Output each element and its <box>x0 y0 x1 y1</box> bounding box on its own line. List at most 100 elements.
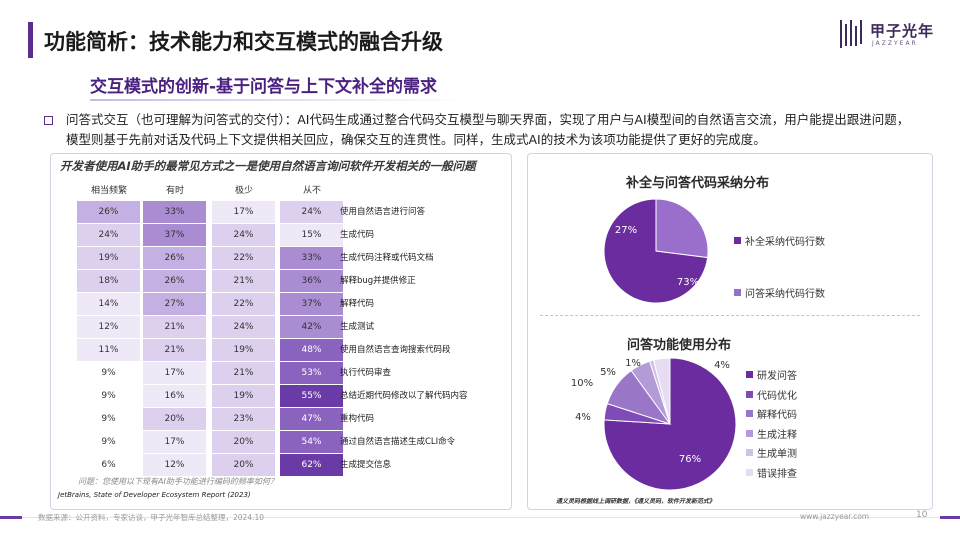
square-bullet-icon <box>44 116 53 125</box>
heatmap-row-label: 使用自然语言查询搜索代码段 <box>340 345 451 355</box>
heatmap-row-label: 解释代码 <box>340 299 375 309</box>
heatmap-cell: 11% <box>77 339 140 361</box>
heatmap-cell: 26% <box>143 270 206 292</box>
heatmap-cell: 24% <box>280 201 343 223</box>
heatmap-cell: 33% <box>280 247 343 269</box>
heatmap-cell: 22% <box>212 293 275 315</box>
heatmap-cell: 24% <box>77 224 140 246</box>
footer-line <box>22 517 940 518</box>
legend-item: 问答采纳代码行数 <box>734 285 825 300</box>
pie-value-label: 27% <box>615 225 637 236</box>
legend-item: 研发问答 <box>746 367 797 382</box>
title-accent-bar <box>28 22 33 58</box>
pie-value-label: 76% <box>679 454 701 465</box>
heatmap-cell: 37% <box>143 224 206 246</box>
legend-label: 错误排查 <box>757 468 797 480</box>
heatmap-row-label: 生成代码 <box>340 230 375 240</box>
legend-label: 研发问答 <box>757 371 797 382</box>
pie2-chart: 76% 4% 10% 5% 1% 4% <box>571 357 737 491</box>
heatmap-cell: 62% <box>280 454 343 476</box>
heatmap-cell: 24% <box>212 316 275 338</box>
heatmap-cell: 9% <box>77 385 140 407</box>
pie-value-label: 4% <box>575 412 591 423</box>
legend-swatch <box>746 390 753 398</box>
legend-label: 解释代码 <box>757 410 797 421</box>
legend-item: 代码优化 <box>746 387 797 402</box>
legend-swatch <box>746 371 753 378</box>
legend-item: 解释代码 <box>746 406 797 421</box>
heatmap-cell: 23% <box>212 408 275 430</box>
legend-swatch <box>746 429 753 437</box>
legend-swatch <box>734 237 741 244</box>
footer-accent-right <box>940 516 960 519</box>
heatmap-cell: 19% <box>77 247 140 269</box>
heatmap-cell: 47% <box>280 408 343 430</box>
pie-value-label: 73% <box>677 277 699 288</box>
section-subtitle: 交互模式的创新-基于问答与上下文补全的需求 <box>90 77 438 97</box>
pie1-title: 补全与问答代码采纳分布 <box>626 176 770 191</box>
heatmap-column-header: 从不 <box>302 186 321 196</box>
pie-value-label: 1% <box>625 358 641 369</box>
heatmap-cell: 26% <box>77 201 140 223</box>
heatmap-row-label: 总结近期代码修改以了解代码内容 <box>340 391 468 401</box>
heatmap-cell: 21% <box>212 270 275 292</box>
heatmap-cell: 9% <box>77 408 140 430</box>
pie-slice <box>655 198 709 259</box>
heatmap-cell: 21% <box>143 339 206 361</box>
heatmap-row-label: 通过自然语言描述生成CLI命令 <box>340 437 456 447</box>
heatmap-cell: 19% <box>212 339 275 361</box>
page-number: 10 <box>916 510 928 520</box>
subtitle-underline <box>90 99 470 101</box>
heatmap-cell: 19% <box>212 385 275 407</box>
legend-label: 生成单测 <box>757 449 797 460</box>
heatmap-cell: 14% <box>77 293 140 315</box>
heatmap-cell: 17% <box>212 201 275 223</box>
heatmap-cell: 54% <box>280 431 343 453</box>
heatmap-title: 开发者使用AI助手的最常见方式之一是使用自然语言询问软件开发相关的一般问题 <box>60 159 476 173</box>
heatmap-question-note: 问题：您使用以下现有AI助手功能进行编码的频率如何？ <box>78 477 278 486</box>
heatmap-cell: 21% <box>212 362 275 384</box>
legend-swatch <box>746 410 753 417</box>
heatmap-cell: 21% <box>143 316 206 338</box>
pie2-title: 问答功能使用分布 <box>627 338 732 353</box>
pie-value-label: 10% <box>571 378 593 389</box>
heatmap-cell: 6% <box>77 454 140 476</box>
pie-slice <box>603 357 737 491</box>
logo-text: 甲子光年 <box>870 22 935 40</box>
pie1-chart: 73% 27% <box>603 198 709 304</box>
heatmap-cell: 18% <box>77 270 140 292</box>
heatmap-cell: 20% <box>212 454 275 476</box>
heatmap-cell: 15% <box>280 224 343 246</box>
heatmap-cell: 9% <box>77 362 140 384</box>
heatmap-cell: 24% <box>212 224 275 246</box>
legend-item: 补全采纳代码行数 <box>734 233 825 248</box>
heatmap-column-header: 有时 <box>165 186 184 196</box>
footer-url[interactable]: www.jazzyear.com <box>800 512 870 521</box>
legend-item: 生成单测 <box>746 445 797 460</box>
heatmap-cell: 55% <box>280 385 343 407</box>
jazzyear-logo-icon <box>840 20 862 48</box>
heatmap-cell: 22% <box>212 247 275 269</box>
legend-label: 生成注释 <box>757 429 797 441</box>
heatmap-cell: 42% <box>280 316 343 338</box>
logo-subtext: JAZZYEAR <box>872 40 918 47</box>
heatmap-source: JetBrains, State of Developer Ecosystem … <box>58 491 251 499</box>
legend-label: 代码优化 <box>757 390 797 402</box>
footer-accent-left <box>0 516 22 519</box>
heatmap-cell: 12% <box>143 454 206 476</box>
heatmap-column-header: 相当频繁 <box>90 186 127 196</box>
heatmap-cell: 37% <box>280 293 343 315</box>
pie-source-note: 通义灵码根据线上调研数据，《通义灵码，软件开发新范式》 <box>556 498 716 505</box>
heatmap-cell: 48% <box>280 339 343 361</box>
heatmap-cell: 33% <box>143 201 206 223</box>
pie-value-label: 4% <box>714 360 730 371</box>
legend-swatch <box>734 289 741 296</box>
heatmap-cell: 9% <box>77 431 140 453</box>
heatmap-row-label: 生成代码注释或代码文档 <box>340 253 434 263</box>
heatmap-cell: 17% <box>143 362 206 384</box>
heatmap-cell: 53% <box>280 362 343 384</box>
heatmap-cell: 36% <box>280 270 343 292</box>
legend-item: 错误排查 <box>746 465 797 480</box>
heatmap-row-label: 解释bug并提供修正 <box>340 276 416 286</box>
legend-swatch <box>746 468 753 476</box>
